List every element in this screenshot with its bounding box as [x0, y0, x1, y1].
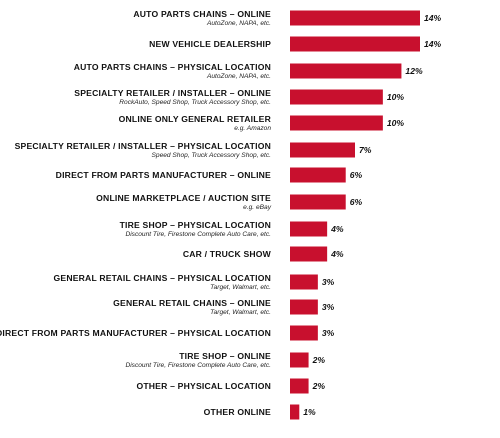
bar [290, 63, 402, 79]
category-label: GENERAL RETAIL CHAINS – ONLINE [113, 298, 271, 308]
bar [290, 36, 420, 52]
category-label: AUTO PARTS CHAINS – PHYSICAL LOCATION [74, 62, 271, 72]
category-sublabel: AutoZone, NAPA, etc. [206, 73, 271, 80]
category-label: AUTO PARTS CHAINS – ONLINE [133, 9, 271, 19]
bar [290, 299, 318, 315]
category-sublabel: RockAuto, Speed Shop, Truck Accessory Sh… [119, 99, 271, 106]
value-label: 4% [330, 224, 344, 234]
value-label: 4% [330, 249, 344, 259]
category-label: SPECIALTY RETAILER / INSTALLER – PHYSICA… [15, 141, 271, 151]
bar [290, 194, 346, 210]
value-label: 3% [322, 277, 335, 287]
value-label: 10% [387, 92, 405, 102]
bar [290, 142, 355, 158]
bar [290, 221, 328, 237]
category-sublabel: Target, Walmart, etc. [210, 284, 271, 291]
category-sublabel: Target, Walmart, etc. [210, 309, 271, 316]
category-sublabel: Discount Tire, Firestone Complete Auto C… [125, 231, 271, 238]
category-label: ONLINE ONLY GENERAL RETAILER [119, 114, 272, 124]
value-label: 7% [359, 145, 372, 155]
category-label: TIRE SHOP – PHYSICAL LOCATION [120, 220, 271, 230]
bar [290, 167, 346, 183]
category-label: DIRECT FROM PARTS MANUFACTURER – PHYSICA… [0, 328, 271, 338]
value-label: 2% [312, 355, 326, 365]
bar [290, 89, 383, 105]
category-label: GENERAL RETAIL CHAINS – PHYSICAL LOCATIO… [54, 273, 272, 283]
value-label: 6% [350, 197, 363, 207]
value-label: 6% [350, 170, 363, 180]
bar [290, 378, 309, 394]
category-label: SPECIALTY RETAILER / INSTALLER – ONLINE [74, 88, 271, 98]
value-label: 3% [322, 328, 335, 338]
value-label: 14% [424, 39, 442, 49]
category-label: NEW VEHICLE DEALERSHIP [149, 39, 271, 49]
category-sublabel: AutoZone, NAPA, etc. [206, 20, 271, 27]
bar [290, 115, 383, 131]
category-sublabel: Discount Tire, Firestone Complete Auto C… [125, 362, 271, 369]
category-label: OTHER – PHYSICAL LOCATION [136, 381, 271, 391]
category-sublabel: Speed Shop, Truck Accessory Shop, etc. [152, 152, 272, 159]
value-label: 10% [387, 118, 405, 128]
category-sublabel: e.g. Amazon [234, 125, 271, 132]
bar [290, 10, 420, 26]
category-sublabel: e.g. eBay [243, 204, 272, 211]
bar [290, 274, 318, 290]
bar [290, 404, 300, 420]
value-label: 2% [312, 381, 326, 391]
value-label: 1% [303, 407, 316, 417]
category-label: ONLINE MARKETPLACE / AUCTION SITE [96, 193, 271, 203]
value-label: 12% [405, 66, 423, 76]
value-label: 3% [322, 302, 335, 312]
category-label: DIRECT FROM PARTS MANUFACTURER – ONLINE [56, 170, 271, 180]
bar [290, 246, 328, 262]
category-label: CAR / TRUCK SHOW [183, 249, 272, 259]
bar [290, 352, 309, 368]
value-label: 14% [424, 13, 442, 23]
bar [290, 325, 318, 341]
category-label: OTHER ONLINE [204, 407, 271, 417]
category-label: TIRE SHOP – ONLINE [179, 351, 271, 361]
